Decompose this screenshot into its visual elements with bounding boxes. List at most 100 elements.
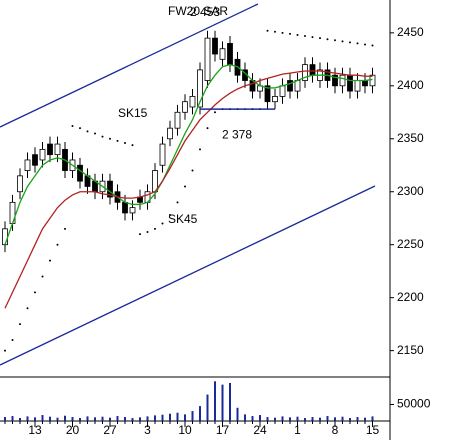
volume-bar — [326, 416, 329, 421]
sar-dot — [49, 259, 51, 262]
candle-body — [159, 143, 166, 166]
x-tick-label: 8 — [332, 423, 339, 437]
candle-body — [2, 228, 8, 246]
sar-dot — [79, 127, 81, 130]
sar-dot — [41, 275, 44, 278]
sar-dot — [169, 214, 171, 217]
candle-body — [129, 207, 136, 214]
x-tick-label: 20 — [66, 423, 80, 437]
sar-dot — [176, 201, 179, 204]
candle-body — [24, 159, 31, 171]
volume-bar — [244, 414, 246, 421]
volume-bar — [176, 412, 179, 421]
sar-dot — [109, 137, 111, 140]
volume-bar — [296, 416, 299, 421]
sar-dot — [124, 142, 126, 145]
volume-bar — [319, 417, 321, 421]
volume-bar — [311, 417, 314, 421]
sar-dot — [266, 29, 269, 32]
sar-dot — [311, 36, 314, 39]
volume-bar — [274, 417, 276, 421]
sar-dot — [34, 291, 36, 294]
sar-dot — [349, 41, 351, 44]
volume-bar — [184, 414, 186, 421]
candle-body — [182, 101, 188, 113]
volume-bar — [341, 416, 344, 421]
volume-bar — [266, 417, 269, 421]
volume-bar — [221, 384, 224, 421]
volume-bar — [154, 415, 156, 421]
volume-bar — [116, 416, 119, 421]
volume-bar — [349, 418, 351, 421]
volume-bar — [124, 417, 126, 421]
legend-sk15: SK15 — [118, 106, 148, 120]
volume-bar — [109, 417, 111, 421]
sar-dot — [11, 339, 14, 342]
candle-body — [339, 74, 346, 87]
y-tick-label: 2400 — [397, 78, 424, 92]
x-tick-label: 3 — [144, 423, 151, 437]
candle-body — [32, 154, 38, 166]
sar-dot — [281, 31, 284, 34]
candle-body — [197, 69, 203, 108]
candle-body — [309, 64, 316, 76]
y-tick-label: 2350 — [397, 131, 424, 145]
candle-body — [272, 95, 278, 103]
volume-bar — [49, 416, 51, 421]
candle-body — [219, 48, 226, 60]
x-tick-label: 13 — [28, 423, 42, 437]
volume-bar — [131, 418, 134, 421]
candle-body — [189, 95, 196, 108]
candle-body — [47, 143, 53, 156]
volume-bar — [41, 415, 44, 421]
sar-dot — [56, 243, 59, 246]
sar-dot — [371, 44, 374, 47]
candle-body — [302, 64, 308, 81]
sar-dot — [146, 230, 149, 233]
sar-dot — [4, 349, 6, 352]
candle-body — [294, 80, 301, 92]
x-tick-label: 1 — [294, 423, 301, 437]
y-tick-label: 2250 — [397, 237, 424, 251]
sar-dot — [214, 111, 216, 114]
candle-body — [264, 85, 271, 103]
x-tick-label: 10 — [178, 423, 192, 437]
candle-body — [347, 74, 353, 92]
legend-sk45: SK45 — [168, 212, 198, 226]
trend-channel-lower — [0, 185, 376, 366]
candle-body — [174, 111, 181, 129]
sar-dot — [139, 233, 141, 236]
volume-bar — [86, 416, 89, 421]
volume-bar — [4, 417, 6, 421]
sar-dot — [289, 32, 291, 35]
sar-dot — [341, 40, 344, 43]
sar-dot — [116, 139, 119, 142]
volume-bar — [64, 415, 66, 421]
volume-bar — [206, 394, 209, 421]
x-tick-label: 27 — [103, 423, 117, 437]
x-tick-label: 24 — [253, 423, 267, 437]
volume-bar — [334, 417, 336, 421]
candle-body — [354, 80, 361, 92]
candle-body — [362, 80, 368, 87]
y-tick-label: 2300 — [397, 184, 424, 198]
sar-dot — [184, 185, 186, 188]
volume-bar — [11, 416, 14, 421]
candle-body — [279, 85, 286, 97]
volume-bar — [199, 406, 201, 421]
sar-dot — [154, 227, 156, 230]
volume-bar — [371, 416, 374, 421]
x-tick-label: 17 — [216, 423, 230, 437]
candle-body — [39, 148, 46, 161]
sar-dot — [26, 307, 29, 310]
candle-body — [204, 37, 211, 81]
volume-bar — [169, 413, 171, 421]
candle-body — [332, 74, 338, 87]
sar-dot — [304, 35, 306, 38]
sar-dot — [364, 43, 366, 46]
candle-body — [227, 43, 233, 66]
volume-bar — [229, 382, 231, 421]
sar-dot — [161, 222, 164, 225]
sar-dot — [334, 39, 336, 42]
